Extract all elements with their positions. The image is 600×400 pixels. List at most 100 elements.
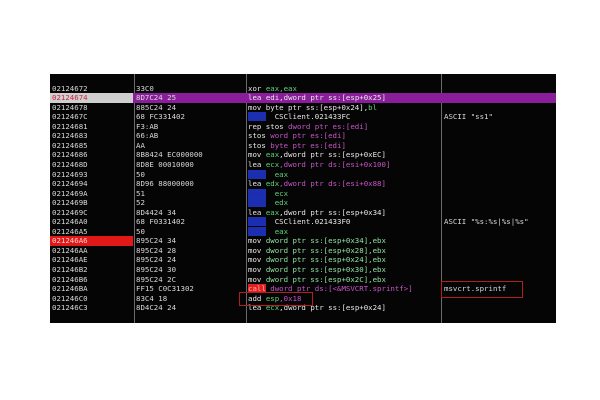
row-disassembly: push ecx bbox=[248, 188, 438, 199]
instruction-token: ,dword ptr ss:[esp+0x25] bbox=[279, 93, 386, 103]
row-hex-dump: 895C24 34 bbox=[136, 236, 177, 246]
row-disassembly: push CSClient.021433FC bbox=[248, 112, 438, 122]
row-hex-dump: 8D4C24 24 bbox=[136, 303, 177, 313]
disassembly-row[interactable]: 02124678 885C24 24 mov byte ptr ss:[esp+0x… bbox=[50, 103, 556, 113]
disassembly-row[interactable]: 02124685 AA stos byte ptr es:[edi] bbox=[50, 141, 556, 151]
row-disassembly: lea edi,dword ptr ss:[esp+0x25] bbox=[248, 93, 438, 103]
row-disassembly: mov dword ptr ss:[esp+0x30],ebx bbox=[248, 265, 438, 275]
disassembly-row[interactable]: 021246A6 895C24 34 mov dword ptr ss:[esp+0… bbox=[50, 236, 556, 246]
disassembly-row[interactable]: 021246AE 895C24 24 mov dword ptr ss:[esp+0… bbox=[50, 255, 556, 265]
row-comment bbox=[444, 122, 556, 132]
disassembly-row[interactable]: 0212467C 68 FC331402 push CSClient.021433F… bbox=[50, 112, 556, 122]
disassembly-row[interactable]: 02124693 50 push eax bbox=[50, 169, 556, 180]
row-hex-dump: 83C4 18 bbox=[136, 293, 168, 303]
instruction-token: xor bbox=[248, 83, 266, 93]
row-hex-dump: 8D4424 34 bbox=[136, 207, 177, 217]
instruction-token: dword ptr ds:[<&MSVCRT.sprintf>] bbox=[265, 284, 413, 294]
instruction-token: mov bbox=[248, 265, 266, 274]
instruction-token: rep stos bbox=[248, 121, 289, 131]
row-address bbox=[52, 313, 133, 323]
disassembly-row[interactable]: 02124672 33C0 xor eax,eax bbox=[50, 84, 556, 94]
row-hex-dump: 50 bbox=[136, 226, 145, 236]
row-disassembly: mov eax,dword ptr ss:[esp+0xEC] bbox=[248, 150, 438, 160]
disassembly-row[interactable]: 0212468D 8D8E 00010000 lea ecx,dword ptr d… bbox=[50, 160, 556, 170]
row-disassembly: lea ecx,dword ptr ds:[esi+0x100] bbox=[248, 160, 438, 170]
row-comment bbox=[444, 189, 556, 199]
disassembly-row[interactable] bbox=[50, 313, 556, 323]
row-comment bbox=[444, 74, 556, 84]
row-hex-dump: 885C24 24 bbox=[136, 102, 177, 112]
disassembly-pane[interactable]: 02124672 33C0 xor eax,eax 02124674 8D7C24 25… bbox=[50, 74, 556, 323]
instruction-token: add bbox=[248, 293, 266, 303]
instruction-token: mov bbox=[248, 236, 266, 246]
instruction-token: dword ptr es:[edi] bbox=[288, 121, 369, 131]
row-address: 021246A0 bbox=[52, 217, 88, 227]
instruction-token: word ptr es:[edi] bbox=[270, 131, 346, 141]
row-disassembly: lea eax,dword ptr ss:[esp+0x34] bbox=[248, 208, 438, 218]
row-disassembly: mov dword ptr ss:[esp+0x24],ebx bbox=[248, 255, 438, 265]
disassembly-row[interactable]: 02124683 66:AB stos word ptr es:[edi] bbox=[50, 131, 556, 141]
row-address: 021246C0 bbox=[52, 293, 88, 303]
disassembly-row[interactable]: 021246A5 50 push eax bbox=[50, 226, 556, 237]
instruction-token: lea bbox=[248, 303, 266, 313]
disassembly-row[interactable]: 02124681 F3:AB rep stos dword ptr es:[edi] bbox=[50, 122, 556, 132]
instruction-token: byte ptr es:[edi] bbox=[270, 140, 346, 150]
column-divider[interactable] bbox=[441, 74, 442, 323]
disassembly-row[interactable]: 021246BA FF15 C0C31302 call dword ptr ds:[… bbox=[50, 284, 556, 294]
row-hex-dump: 8D7C24 25 bbox=[136, 93, 177, 103]
row-address: 021246B6 bbox=[52, 274, 88, 284]
disassembly-row[interactable]: 02124674 8D7C24 25 lea edi,dword ptr ss:[e… bbox=[50, 93, 556, 103]
disassembly-row[interactable]: 021246C3 8D4C24 24 lea ecx,dword ptr ss:[e… bbox=[50, 303, 556, 313]
row-address: 021246A6 bbox=[50, 236, 133, 246]
disassembly-row[interactable]: 021246B6 895C24 2C mov dword ptr ss:[esp+0… bbox=[50, 275, 556, 285]
row-disassembly: mov byte ptr ss:[esp+0x24],bl bbox=[248, 103, 438, 113]
disassembly-row[interactable]: 0212469C 8D4424 34 lea eax,dword ptr ss:[e… bbox=[50, 208, 556, 218]
row-address: 02124683 bbox=[52, 131, 88, 141]
disassembly-row[interactable]: 021246B2 895C24 30 mov dword ptr ss:[esp+0… bbox=[50, 265, 556, 275]
instruction-token: CSClient.021433FC bbox=[265, 112, 351, 122]
row-comment bbox=[444, 255, 556, 265]
disassembly-row[interactable]: 021246C0 83C4 18 add esp,0x18 bbox=[50, 294, 556, 304]
instruction-token: ecx bbox=[265, 303, 280, 313]
row-comment bbox=[444, 208, 556, 218]
row-disassembly: call dword ptr ds:[<&MSVCRT.sprintf>] bbox=[248, 284, 438, 294]
instruction-token: mov bbox=[248, 245, 266, 255]
instruction-token: lea bbox=[248, 93, 266, 103]
row-disassembly: mov dword ptr ss:[esp+0x34],ebx bbox=[248, 236, 438, 246]
row-hex-dump: 68 FC331402 bbox=[136, 112, 185, 122]
disassembly-row[interactable]: 021246AA 895C24 28 mov dword ptr ss:[esp+0… bbox=[50, 246, 556, 256]
row-disassembly: xor eax,eax bbox=[248, 84, 438, 94]
add-esp-highlight-box bbox=[239, 292, 313, 306]
disassembly-row[interactable]: 021246A0 68 F0331402 push CSClient.021433F… bbox=[50, 217, 556, 227]
row-hex-dump: 8D8E 00010000 bbox=[136, 159, 194, 169]
row-hex-dump: 50 bbox=[136, 169, 145, 179]
column-divider[interactable] bbox=[246, 74, 247, 323]
row-disassembly: stos byte ptr es:[edi] bbox=[248, 141, 438, 151]
row-hex-dump bbox=[136, 74, 244, 84]
row-disassembly: mov dword ptr ss:[esp+0x28],ebx bbox=[248, 246, 438, 256]
row-address: 02124685 bbox=[52, 140, 88, 150]
instruction-token: eax bbox=[265, 226, 289, 236]
row-comment: msvcrt.sprintf bbox=[444, 284, 507, 294]
instruction-token: push bbox=[248, 226, 266, 236]
instruction-token: mov bbox=[248, 255, 266, 265]
row-disassembly: rep stos dword ptr es:[edi] bbox=[248, 122, 438, 132]
instruction-token: dword ptr ss:[esp+0x28],ebx bbox=[265, 245, 386, 255]
row-comment bbox=[444, 246, 556, 256]
row-disassembly bbox=[248, 313, 438, 323]
disassembly-row[interactable]: 0212469A 51 push ecx bbox=[50, 188, 556, 199]
disassembly-row[interactable]: 02124694 8D96 88000000 lea edx,dword ptr d… bbox=[50, 179, 556, 189]
disassembly-row[interactable]: 0212469B 52 push edx bbox=[50, 198, 556, 208]
row-comment bbox=[444, 179, 556, 189]
disassembly-row[interactable]: 02124686 8B8424 EC000000 mov eax,dword ptr… bbox=[50, 150, 556, 160]
instruction-token: eax bbox=[265, 207, 280, 217]
row-hex-dump: 895C24 28 bbox=[136, 245, 177, 255]
row-hex-dump: 8B8424 EC000000 bbox=[136, 150, 203, 160]
column-divider[interactable] bbox=[134, 74, 135, 323]
instruction-token: push bbox=[248, 198, 266, 208]
row-hex-dump: 895C24 2C bbox=[136, 274, 177, 284]
instruction-token: ecx bbox=[265, 159, 280, 169]
disassembly-row[interactable] bbox=[50, 74, 556, 84]
row-disassembly: push edx bbox=[248, 198, 438, 208]
instruction-token: esp bbox=[265, 293, 280, 303]
